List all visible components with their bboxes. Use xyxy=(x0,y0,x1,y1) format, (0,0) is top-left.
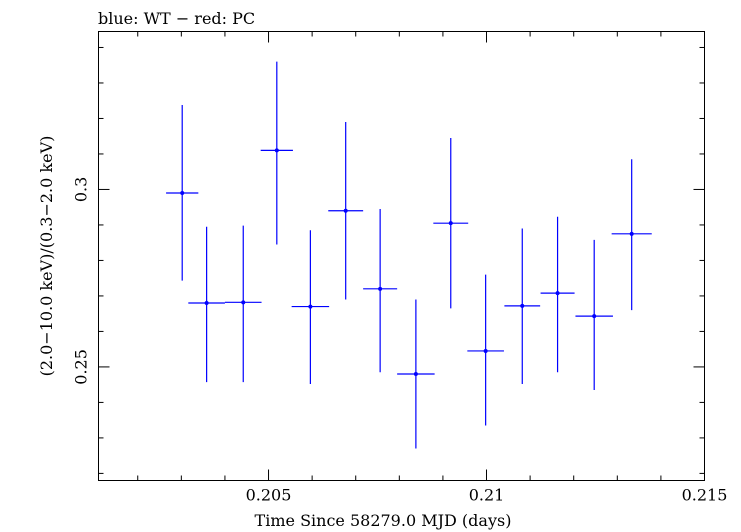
series-layer xyxy=(166,61,652,449)
data-marker xyxy=(629,231,634,236)
data-point xyxy=(575,239,613,390)
data-marker xyxy=(483,348,488,353)
data-marker xyxy=(378,286,383,291)
data-marker xyxy=(308,304,313,309)
x-tick-label: 0.21 xyxy=(469,486,505,505)
x-tick-label: 0.205 xyxy=(246,486,292,505)
y-tick-label: 0.3 xyxy=(72,177,91,202)
data-marker xyxy=(555,291,560,296)
data-marker xyxy=(592,314,597,319)
data-marker xyxy=(520,303,525,308)
data-point xyxy=(188,226,225,383)
data-point xyxy=(397,299,435,449)
data-marker xyxy=(343,208,348,213)
x-tick-label: 0.215 xyxy=(682,486,728,505)
y-minor-ticks xyxy=(98,46,705,474)
data-marker xyxy=(241,300,246,305)
data-point xyxy=(260,61,293,245)
y-axis-label: (2.0−10.0 keV)/(0.3−2.0 keV) xyxy=(37,136,56,377)
data-marker xyxy=(180,190,185,195)
data-point xyxy=(224,225,262,383)
data-point xyxy=(504,228,541,384)
y-axis-ticks: 0.25 0.3 xyxy=(72,177,705,385)
data-point xyxy=(467,274,504,426)
plot-frame xyxy=(98,31,705,481)
data-point xyxy=(611,159,652,311)
data-point xyxy=(328,122,364,300)
data-point xyxy=(166,104,199,281)
data-marker xyxy=(204,301,209,306)
data-point xyxy=(363,208,398,373)
data-marker xyxy=(448,221,453,226)
data-point xyxy=(433,137,469,309)
data-marker xyxy=(413,372,418,377)
x-axis-ticks: 0.205 0.21 0.215 xyxy=(137,31,728,505)
y-tick-label: 0.25 xyxy=(72,349,91,385)
data-point xyxy=(291,230,330,384)
chart-title: blue: WT − red: PC xyxy=(98,9,255,28)
data-marker xyxy=(274,148,279,153)
x-axis-label: Time Since 58279.0 MJD (days) xyxy=(255,511,512,530)
data-point xyxy=(540,216,575,373)
